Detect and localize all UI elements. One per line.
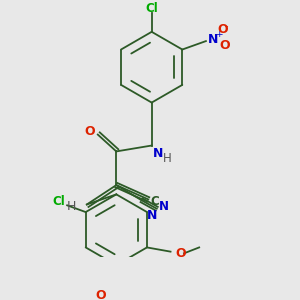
Text: O: O	[219, 39, 230, 52]
Text: N: N	[159, 200, 169, 213]
Text: +: +	[215, 30, 223, 39]
Text: Cl: Cl	[52, 195, 65, 208]
Text: Cl: Cl	[145, 2, 158, 15]
Text: -: -	[224, 21, 228, 31]
Text: N: N	[153, 147, 164, 160]
Text: O: O	[84, 125, 95, 138]
Text: O: O	[96, 289, 106, 300]
Text: N: N	[208, 33, 218, 46]
Text: O: O	[218, 23, 228, 36]
Text: H: H	[163, 152, 171, 165]
Text: O: O	[176, 247, 186, 260]
Text: C: C	[151, 195, 160, 208]
Text: N: N	[146, 209, 157, 222]
Text: H: H	[67, 200, 76, 213]
